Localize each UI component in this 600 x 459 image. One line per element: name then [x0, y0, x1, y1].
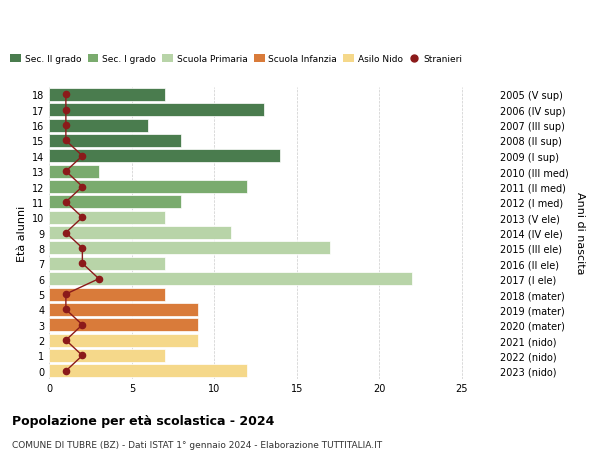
- Bar: [49, 349, 165, 362]
- Bar: [49, 196, 181, 209]
- Bar: [49, 180, 247, 194]
- Bar: [49, 227, 231, 240]
- Bar: [49, 364, 247, 378]
- Point: [77, 153, 87, 160]
- Bar: [49, 150, 280, 163]
- Legend: Sec. II grado, Sec. I grado, Scuola Primaria, Scuola Infanzia, Asilo Nido, Stran: Sec. II grado, Sec. I grado, Scuola Prim…: [7, 51, 466, 67]
- Point: [77, 214, 87, 221]
- Bar: [49, 273, 412, 285]
- Bar: [49, 89, 165, 101]
- Point: [77, 245, 87, 252]
- Bar: [49, 211, 165, 224]
- Point: [77, 321, 87, 329]
- Point: [77, 184, 87, 191]
- Point: [61, 291, 71, 298]
- Bar: [49, 288, 165, 301]
- Bar: [49, 242, 330, 255]
- Point: [77, 352, 87, 359]
- Point: [61, 306, 71, 313]
- Bar: [49, 134, 181, 148]
- Point: [61, 367, 71, 375]
- Text: COMUNE DI TUBRE (BZ) - Dati ISTAT 1° gennaio 2024 - Elaborazione TUTTITALIA.IT: COMUNE DI TUBRE (BZ) - Dati ISTAT 1° gen…: [12, 441, 382, 449]
- Point: [94, 275, 104, 283]
- Text: Popolazione per età scolastica - 2024: Popolazione per età scolastica - 2024: [12, 414, 274, 428]
- Point: [61, 107, 71, 114]
- Point: [61, 337, 71, 344]
- Point: [61, 199, 71, 206]
- Bar: [49, 119, 148, 132]
- Point: [61, 91, 71, 99]
- Point: [61, 137, 71, 145]
- Point: [61, 230, 71, 237]
- Bar: [49, 303, 198, 316]
- Y-axis label: Età alunni: Età alunni: [17, 205, 26, 261]
- Bar: [49, 334, 198, 347]
- Bar: [49, 165, 99, 178]
- Bar: [49, 257, 165, 270]
- Point: [61, 168, 71, 175]
- Point: [77, 260, 87, 268]
- Y-axis label: Anni di nascita: Anni di nascita: [575, 192, 585, 274]
- Bar: [49, 104, 264, 117]
- Bar: [49, 319, 198, 331]
- Point: [61, 122, 71, 129]
